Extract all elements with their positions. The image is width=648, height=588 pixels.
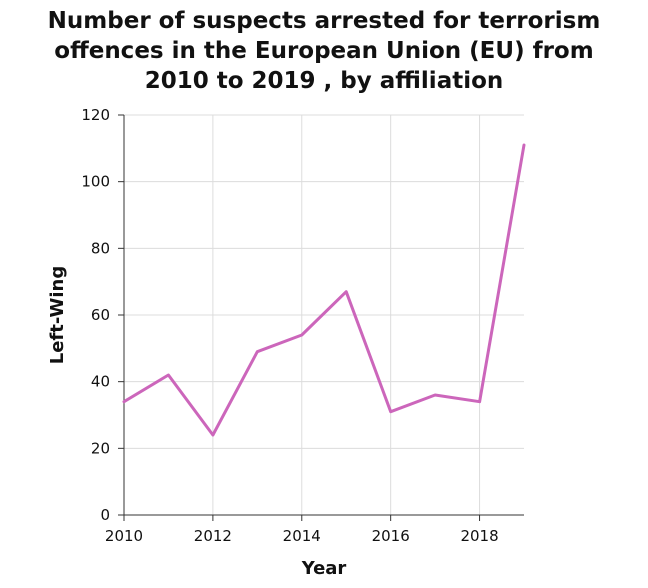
data-points [123, 144, 525, 436]
x-tick-label: 2010 [105, 527, 143, 545]
y-axis-title: Left-Wing [47, 266, 68, 365]
y-tick-label: 80 [91, 239, 110, 257]
chart-title-line-1: Number of suspects arrested for terroris… [47, 8, 601, 34]
chart-title: Number of suspects arrested for terroris… [0, 6, 648, 96]
y-tick-label: 100 [81, 173, 110, 191]
x-tick-label: 2014 [283, 527, 321, 545]
y-tick-label: 120 [81, 106, 110, 124]
x-tick-label: 2018 [460, 527, 498, 545]
series-line [122, 143, 526, 437]
y-tick-label: 60 [91, 306, 110, 324]
chart-title-line-3: 2010 to 2019 , by affiliation [144, 68, 504, 94]
x-axis-title: Year [301, 558, 347, 579]
y-tick-label: 20 [91, 439, 110, 457]
y-axis-ticks: 0 20 40 60 80 100 120 [81, 106, 124, 524]
y-tick-label: 0 [100, 506, 110, 524]
chart-title-line-2: offences in the European Union (EU) from [54, 38, 594, 64]
x-axis-ticks: 2010 2012 2014 2016 2018 [105, 515, 499, 545]
x-tick-label: 2016 [372, 527, 410, 545]
y-tick-label: 40 [91, 373, 110, 391]
x-tick-label: 2012 [194, 527, 232, 545]
gridlines [124, 114, 524, 515]
